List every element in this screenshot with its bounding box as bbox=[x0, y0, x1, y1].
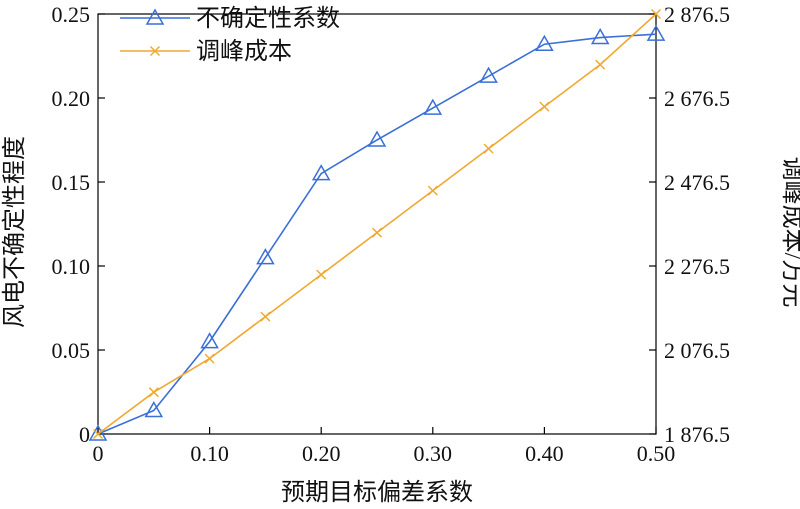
data-point bbox=[483, 143, 494, 154]
data-point bbox=[256, 248, 275, 265]
data-point bbox=[423, 98, 443, 115]
y-left-tick-label: 0.10 bbox=[52, 254, 91, 279]
series-layer bbox=[88, 8, 666, 441]
data-point bbox=[479, 66, 498, 83]
data-point bbox=[316, 269, 327, 280]
ticks-layer: 0 0.10 0.20 0.30 0.40 0.50 0 0.05 0.10 0.15 0.20 0.… bbox=[52, 2, 731, 466]
legend-marker bbox=[145, 8, 165, 25]
data-point bbox=[535, 34, 554, 51]
data-point bbox=[595, 59, 606, 70]
data-point bbox=[650, 8, 662, 20]
y-left-tick-label: 0.15 bbox=[52, 170, 91, 195]
data-point bbox=[646, 24, 666, 41]
data-point bbox=[204, 353, 215, 364]
plot-border bbox=[97, 13, 657, 435]
legend-entry: 调峰成本 bbox=[120, 38, 292, 65]
x-tick-label: 0.20 bbox=[302, 441, 341, 466]
y-left-tick-label: 0.05 bbox=[52, 338, 91, 363]
data-point bbox=[539, 101, 550, 112]
x-tick-label: 0 bbox=[93, 441, 104, 466]
data-point bbox=[367, 130, 387, 147]
data-point bbox=[88, 424, 108, 441]
x-tick-label: 0.40 bbox=[525, 441, 564, 466]
y-right-tick-label: 2 476.5 bbox=[664, 170, 730, 195]
y-right-tick-label: 2 276.5 bbox=[664, 254, 730, 279]
y-right-tick-label: 2 876.5 bbox=[664, 2, 730, 27]
y-axis-right-title: 调峰成本/万元 bbox=[779, 157, 800, 308]
data-point bbox=[92, 428, 104, 440]
series-line bbox=[97, 33, 657, 435]
legend-entry: 不确定性系数 bbox=[120, 5, 340, 32]
y-right-tick-label: 2 676.5 bbox=[664, 86, 730, 111]
x-axis-title: 预期目标偏差系数 bbox=[281, 479, 473, 506]
y-left-tick-label: 0 bbox=[79, 422, 90, 447]
plot-frame bbox=[97, 13, 657, 435]
x-tick-label: 0.50 bbox=[637, 441, 676, 466]
data-point bbox=[427, 185, 438, 196]
data-point bbox=[144, 400, 164, 418]
legend-label: 调峰成本 bbox=[196, 38, 292, 65]
series-line bbox=[97, 13, 657, 435]
data-point bbox=[148, 387, 159, 398]
data-point bbox=[371, 227, 383, 238]
data-point bbox=[200, 332, 219, 349]
y-right-tick-label: 2 076.5 bbox=[664, 338, 730, 363]
data-point bbox=[311, 164, 331, 181]
legend-marker bbox=[149, 45, 161, 57]
x-tick-label: 0.30 bbox=[414, 441, 453, 466]
y-left-tick-label: 0.20 bbox=[52, 86, 91, 111]
x-tick-label: 0.10 bbox=[190, 441, 229, 466]
y-axis-left-title: 风电不确定性程度 bbox=[1, 136, 28, 328]
legend-label: 不确定性系数 bbox=[196, 5, 340, 32]
y-left-tick-label: 0.25 bbox=[52, 2, 91, 27]
data-point bbox=[260, 311, 271, 322]
data-point bbox=[590, 28, 610, 45]
y-right-tick-label: 1 876.5 bbox=[664, 422, 730, 447]
